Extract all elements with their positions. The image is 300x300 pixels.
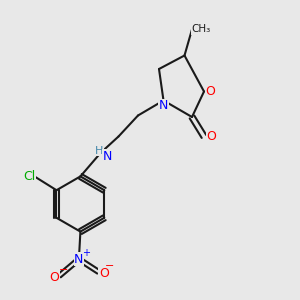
- Text: O: O: [207, 130, 216, 143]
- Text: CH₃: CH₃: [191, 24, 211, 34]
- Text: N: N: [159, 99, 168, 112]
- Text: O: O: [49, 271, 59, 284]
- Text: −: −: [105, 261, 115, 272]
- Text: Cl: Cl: [23, 170, 36, 183]
- Text: N: N: [102, 150, 112, 163]
- Text: O: O: [99, 267, 109, 280]
- Text: N: N: [74, 253, 84, 266]
- Text: +: +: [82, 248, 90, 258]
- Text: O: O: [206, 85, 215, 98]
- Text: H: H: [95, 146, 103, 156]
- Text: −: −: [59, 265, 69, 275]
